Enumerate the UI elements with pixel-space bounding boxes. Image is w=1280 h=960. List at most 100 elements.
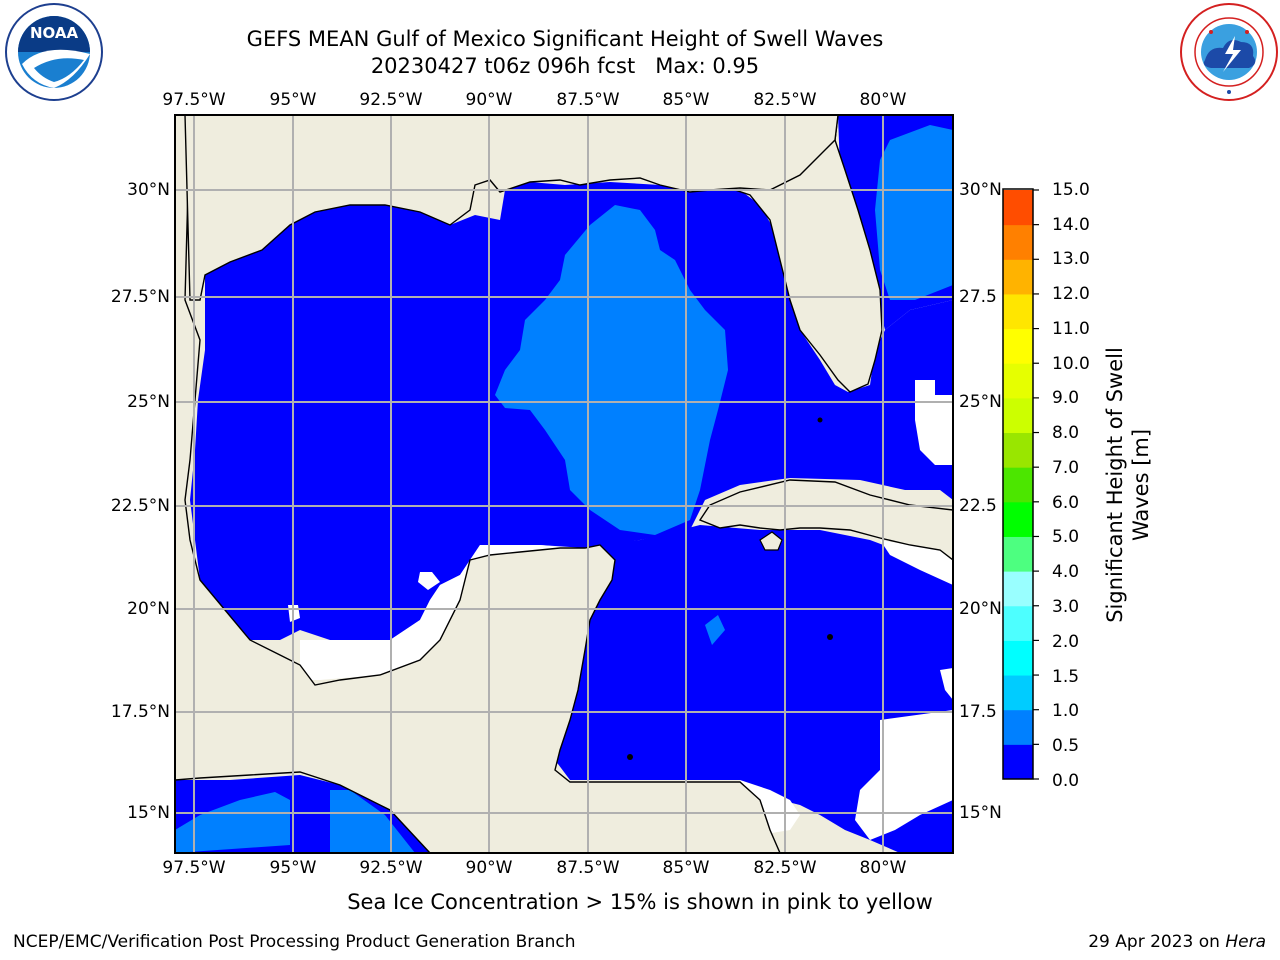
colorbar-label: 2.0 [1052, 632, 1080, 652]
isle-of-youth [759, 531, 783, 551]
colorbar-segment [1003, 293, 1033, 330]
nodata-small-1 [418, 572, 440, 590]
colorbar-segment [1003, 224, 1033, 260]
colorbar-label: 0.0 [1052, 771, 1080, 791]
tick-label: 82.5°W [753, 858, 817, 878]
tick-label: 85°W [662, 858, 710, 878]
tick-label: 25°N [959, 392, 1002, 412]
tick-label: 22.5°N [110, 496, 170, 516]
colorbar-segment [1003, 571, 1033, 607]
colorbar-label: 0.5 [1052, 736, 1080, 756]
noaa-logo-icon: NOAA [4, 2, 104, 102]
tick-label: 22.5 [959, 496, 997, 516]
swell-mid-region [495, 205, 728, 535]
colorbar-frame [1002, 188, 1034, 780]
nodata-east-2 [940, 668, 953, 700]
tick-label: 17.5 [959, 702, 997, 722]
colorbar-segment [1003, 190, 1033, 226]
colorbar-label: 15.0 [1052, 180, 1090, 200]
tick-label: 85°W [662, 90, 710, 110]
colorbar-segment [1003, 328, 1033, 364]
colorbar [1003, 189, 1039, 780]
colorbar-segment [1003, 709, 1033, 745]
colorbar-segment [1003, 467, 1033, 503]
colorbar-segment [1003, 744, 1033, 780]
pacific-mid-region [175, 792, 290, 853]
sea-ice-note: Sea Ice Concentration > 15% is shown in … [347, 890, 933, 914]
colorbar-segment [1003, 397, 1033, 434]
tick-label: 15°N [127, 803, 170, 823]
tick-label: 87.5°W [556, 90, 620, 110]
colorbar-label: 4.0 [1052, 562, 1080, 582]
tick-label: 25°N [127, 392, 170, 412]
colorbar-label: 6.0 [1052, 493, 1080, 513]
colorbar-label: 3.0 [1052, 597, 1080, 617]
nodata-cuba-south [880, 540, 953, 585]
colorbar-title: Significant Height of Swell Waves [m] [1102, 347, 1154, 623]
tick-label: 20°N [127, 599, 170, 619]
nodata-east [855, 710, 953, 840]
tick-label: 90°W [465, 90, 513, 110]
nws-logo-icon [1179, 2, 1279, 102]
tick-label: 90°W [465, 858, 513, 878]
tick-label: 30°N [959, 180, 1002, 200]
colorbar-segment [1003, 605, 1033, 641]
colorbar-segment [1003, 640, 1033, 676]
tick-label: 17.5°N [110, 702, 170, 722]
tick-label: 82.5°W [753, 90, 817, 110]
atlantic-mid-region [875, 125, 953, 300]
nodata-campeche [300, 560, 470, 680]
footer-host: Hera [1225, 932, 1266, 952]
tick-label: 30°N [127, 180, 170, 200]
colorbar-label: 5.0 [1052, 527, 1080, 547]
colorbar-title-line2: Waves [m] [1129, 428, 1153, 542]
map-title: GEFS MEAN Gulf of Mexico Significant Hei… [247, 26, 884, 80]
colorbar-label: 14.0 [1052, 215, 1090, 235]
colorbar-title-line1: Significant Height of Swell [1103, 347, 1127, 623]
caribbean-water [555, 525, 953, 853]
colorbar-label: 1.0 [1052, 701, 1080, 721]
bay-island [627, 754, 633, 760]
tick-label: 92.5°W [359, 90, 423, 110]
pacific-mid-region-2 [330, 790, 415, 853]
tick-label: 15°N [959, 803, 1002, 823]
tick-label: 27.5 [959, 287, 997, 307]
colorbar-segment [1003, 536, 1033, 572]
colorbar-segment [1003, 432, 1033, 468]
tick-label: 80°W [859, 90, 907, 110]
colorbar-segment [1003, 259, 1033, 295]
subtitle-line: 20230427 t06z 096h fcst Max: 0.95 [370, 54, 760, 78]
tick-label: 20°N [959, 599, 1002, 619]
cayman-island [827, 634, 833, 640]
colorbar-segment [1003, 675, 1033, 711]
tick-label: 87.5°W [556, 858, 620, 878]
colorbar-label: 8.0 [1052, 423, 1080, 443]
colorbar-label: 11.0 [1052, 319, 1090, 339]
tick-label: 97.5°W [162, 90, 226, 110]
colorbar-label: 9.0 [1052, 388, 1080, 408]
colorbar-segment [1003, 501, 1033, 537]
colorbar-label: 12.0 [1052, 284, 1090, 304]
colorbar-label: 10.0 [1052, 354, 1090, 374]
footer-date-text: 29 Apr 2023 on [1088, 932, 1226, 952]
tick-label: 97.5°W [162, 858, 226, 878]
tick-label: 95°W [269, 858, 317, 878]
map-frame [174, 114, 954, 854]
tick-label: 92.5°W [359, 858, 423, 878]
map-grid [175, 115, 953, 853]
colorbar-segment [1003, 363, 1033, 399]
colorbar-label: 7.0 [1052, 458, 1080, 478]
colorbar-label: 13.0 [1052, 249, 1090, 269]
tick-label: 95°W [269, 90, 317, 110]
keys-island [817, 417, 823, 423]
noaa-logo-text: NOAA [30, 24, 79, 42]
colorbar-label: 1.5 [1052, 667, 1080, 687]
tick-label: 80°W [859, 858, 907, 878]
cuba-land [698, 479, 953, 561]
footer-date: 29 Apr 2023 on Hera [1088, 932, 1266, 952]
caribbean-mid-spot [705, 615, 725, 645]
footer-branch: NCEP/EMC/Verification Post Processing Pr… [13, 932, 576, 952]
title-line: GEFS MEAN Gulf of Mexico Significant Hei… [246, 27, 884, 51]
